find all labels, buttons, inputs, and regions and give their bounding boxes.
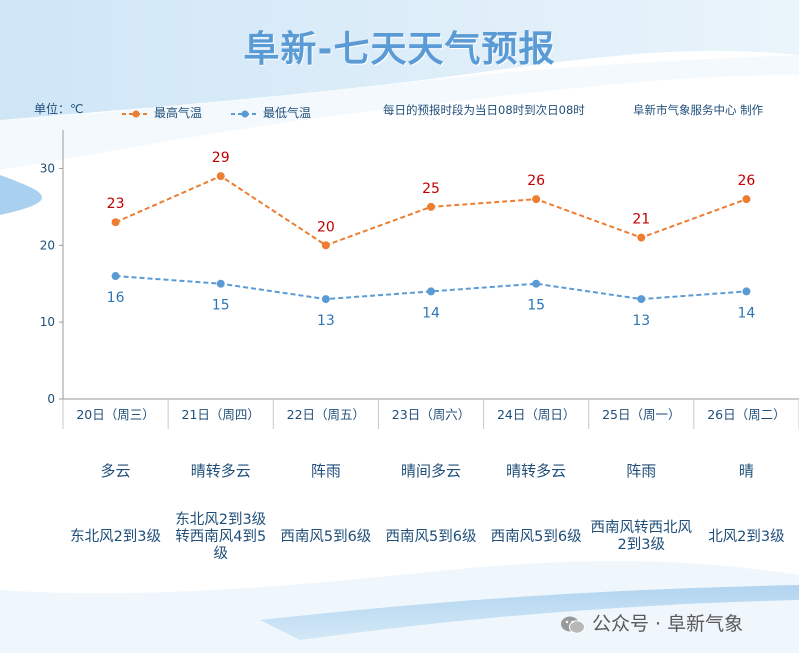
legend-high: 最高气温 (122, 104, 202, 121)
high-temp-label: 25 (422, 181, 440, 197)
low-temp-label: 13 (317, 313, 335, 329)
weather-label: 晴转多云 (190, 462, 251, 480)
high-temp-point (216, 172, 225, 181)
forecast-period-note: 每日的预报时段为当日08时到次日08时 (383, 103, 585, 117)
high-temp-label: 23 (107, 196, 125, 212)
x-tick-label: 21日（周四） (182, 407, 260, 422)
high-temp-point (111, 218, 120, 227)
weather-label: 晴转多云 (506, 462, 567, 480)
high-temp-label: 21 (632, 212, 650, 228)
y-tick-label: 20 (40, 238, 55, 252)
high-temp-label: 26 (738, 173, 756, 189)
x-tick-label: 26日（周二） (707, 407, 785, 422)
wind-label: 东北风2到3级转西南风4到5级 (175, 511, 267, 562)
footer-credit: 公众号 · 阜新气象 (560, 609, 743, 636)
x-tick-label: 25日（周一） (602, 407, 680, 422)
high-temp-point (321, 241, 330, 250)
x-tick-label: 20日（周三） (76, 407, 154, 422)
wind-label: 西南风5到6级 (490, 528, 582, 545)
legend-high-label: 最高气温 (154, 106, 203, 120)
high-temp-point (637, 233, 646, 242)
low-temp-label: 16 (107, 290, 125, 306)
legend-low-marker (231, 110, 259, 117)
weather-label: 多云 (100, 462, 131, 480)
weather-label: 阵雨 (310, 462, 341, 480)
high-temp-label: 20 (317, 219, 335, 235)
legend-high-marker (122, 110, 150, 117)
wind-label: 北风2到3级 (708, 528, 785, 545)
high-temp-point (427, 202, 435, 211)
x-tick-label: 23日（周六） (392, 407, 470, 422)
footer-text: 公众号 · 阜新气象 (592, 613, 744, 635)
wind-label: 东北风2到3级 (70, 528, 162, 545)
weather-label: 阵雨 (626, 462, 657, 480)
weather-label: 晴 (738, 462, 754, 480)
maker-credit: 阜新市气象服务中心 制作 (633, 103, 764, 117)
low-temp-point (637, 295, 646, 304)
high-temp-point (532, 195, 541, 204)
low-temp-point (532, 279, 541, 288)
x-tick-label: 22日（周五） (287, 407, 365, 422)
wechat-icon (561, 616, 585, 634)
weather-label: 晴间多云 (400, 462, 461, 480)
low-temp-label: 15 (212, 298, 230, 314)
low-temp-label: 13 (632, 313, 650, 329)
low-temp-point (742, 287, 751, 296)
low-temp-label: 15 (527, 298, 545, 314)
low-temp-point (111, 272, 120, 281)
y-tick-label: 10 (40, 315, 55, 329)
wind-label: 西南风5到6级 (280, 528, 372, 545)
wind-label: 西南风5到6级 (385, 528, 477, 545)
wind-label: 西南风转西北风2到3级 (590, 520, 693, 553)
high-temp-label: 29 (212, 150, 230, 166)
y-tick-label: 0 (47, 392, 55, 406)
high-temp-label: 26 (527, 173, 545, 189)
legend-low: 最低气温 (231, 104, 311, 121)
unit-label: 单位：℃ (34, 102, 84, 116)
temperature-chart: 0 10 20 30 20日（周三） 21日（周四） 22日（周五） 23日（周六） 24日（周… (40, 130, 799, 429)
low-temp-point (427, 287, 435, 296)
x-tick-label: 24日（周日） (497, 407, 575, 422)
page-title: 阜新-七天天气预报 (243, 29, 556, 70)
high-temp-point (742, 195, 751, 204)
low-temp-label: 14 (738, 305, 756, 321)
low-temp-point (216, 279, 225, 288)
low-temp-point (321, 295, 330, 304)
y-tick-label: 30 (40, 161, 55, 175)
legend-low-label: 最低气温 (263, 106, 312, 120)
low-temp-label: 14 (422, 305, 440, 321)
